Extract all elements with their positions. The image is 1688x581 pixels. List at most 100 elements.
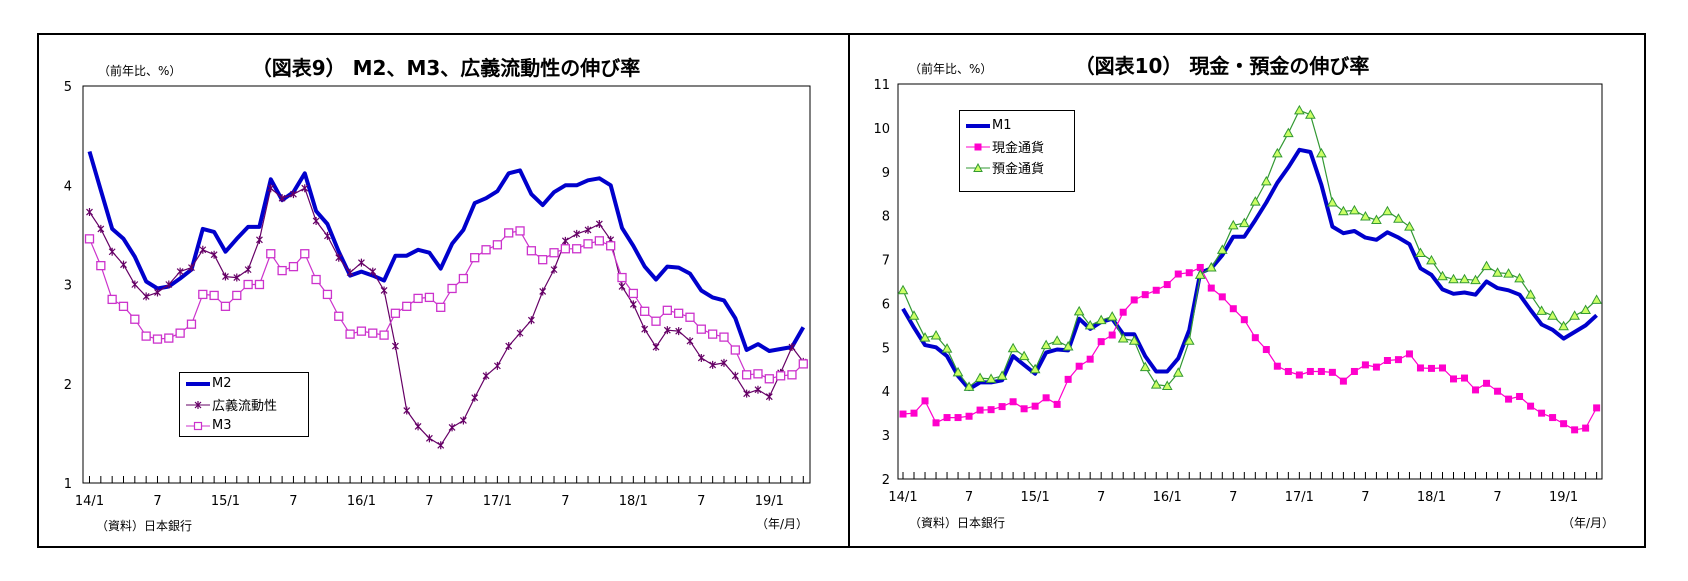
data-point: [1117, 333, 1129, 343]
y-tick-label: 4: [64, 179, 72, 194]
legend-item-m3: M3: [180, 415, 308, 436]
y-tick-label: 5: [64, 80, 72, 95]
data-point: [1227, 219, 1239, 230]
data-point: [470, 253, 480, 263]
data-point: [1437, 270, 1448, 281]
data-point: [346, 268, 354, 277]
data-point: [458, 273, 469, 284]
x-tick-label: 18/1: [619, 494, 648, 509]
x-tick-label: 16/1: [347, 494, 376, 509]
data-point: [1481, 260, 1492, 271]
data-point: [1328, 368, 1336, 376]
data-point: [1361, 361, 1369, 369]
data-point: [1086, 355, 1094, 363]
data-point: [787, 370, 797, 380]
series-1: [899, 263, 1601, 434]
data-point: [1339, 377, 1347, 385]
data-point: [663, 326, 671, 335]
data-point: [176, 267, 184, 276]
data-point: [952, 366, 964, 377]
data-point: [222, 272, 229, 281]
data-point: [1273, 362, 1281, 370]
data-point: [390, 308, 401, 318]
source-note-right: （資料）日本銀行: [909, 516, 1006, 530]
legend-label: 預金通貨: [992, 162, 1045, 177]
data-point: [539, 287, 547, 296]
data-point: [1547, 310, 1558, 320]
data-point: [379, 330, 389, 340]
data-point: [356, 326, 367, 336]
data-point: [96, 260, 106, 271]
data-point: [403, 406, 411, 415]
data-point: [1194, 269, 1206, 279]
data-point: [788, 343, 796, 352]
data-point: [1306, 367, 1314, 375]
data-point: [652, 343, 660, 352]
data-point: [1494, 387, 1502, 395]
data-point: [1591, 294, 1602, 304]
data-point: [1294, 104, 1305, 115]
data-point: [504, 228, 514, 238]
data-point: [108, 247, 116, 256]
data-point: [1185, 269, 1193, 277]
data-point: [930, 329, 942, 340]
data-point: [606, 241, 616, 251]
x-tick-label: 7: [153, 494, 161, 509]
data-point: [572, 244, 582, 254]
data-point: [1582, 424, 1590, 432]
data-point: [996, 370, 1008, 380]
data-point: [594, 236, 604, 246]
data-point: [288, 261, 299, 272]
data-point: [1064, 375, 1072, 383]
data-point: [335, 253, 343, 262]
data-point: [1405, 350, 1413, 358]
data-point: [233, 273, 241, 282]
data-point: [1350, 367, 1358, 375]
data-point: [312, 216, 320, 225]
data-point: [719, 332, 729, 342]
x-unit-right: （年/月）: [1562, 516, 1615, 530]
data-point: [943, 414, 951, 422]
data-point: [708, 329, 718, 339]
data-point: [954, 414, 962, 422]
y-tick-label: 6: [882, 297, 890, 312]
data-point: [97, 224, 105, 233]
x-tick-label: 7: [561, 494, 569, 509]
data-point: [414, 422, 422, 431]
y-tick-label: 9: [882, 166, 890, 181]
data-point: [368, 328, 378, 338]
data-point: [1427, 364, 1435, 372]
data-point: [1505, 395, 1513, 403]
data-point: [1382, 205, 1393, 216]
data-point: [550, 265, 558, 274]
legend-swatch-thick-line-icon: [186, 381, 210, 386]
data-point: [538, 255, 548, 265]
y-tick-label: 3: [882, 429, 890, 444]
data-point: [976, 406, 984, 414]
chart-title-right: （図表10） 現金・預金の伸び率: [1074, 54, 1370, 78]
y-tick-label: 2: [64, 378, 72, 393]
data-point: [899, 410, 907, 418]
chart-title-left: （図表9） M2、M3、広義流動性の伸び率: [251, 56, 641, 80]
data-point: [482, 371, 490, 380]
data-point: [629, 300, 637, 309]
data-point: [1150, 379, 1162, 389]
data-point: [764, 374, 774, 384]
data-point: [1483, 379, 1491, 387]
data-point: [696, 324, 706, 334]
data-point: [919, 332, 931, 342]
data-point: [1139, 361, 1151, 372]
legend-swatch-triangle-icon: [966, 162, 990, 172]
data-point: [640, 306, 650, 316]
data-point: [1472, 386, 1480, 394]
data-point: [1262, 346, 1270, 354]
series-line: [87, 150, 806, 353]
data-point: [447, 283, 457, 294]
data-point: [1593, 404, 1601, 412]
data-point: [754, 385, 762, 394]
data-point: [526, 246, 537, 256]
series-line: [88, 230, 804, 380]
data-point: [244, 265, 252, 274]
data-point: [493, 361, 501, 370]
y-unit-left: （前年比、%）: [98, 64, 182, 78]
